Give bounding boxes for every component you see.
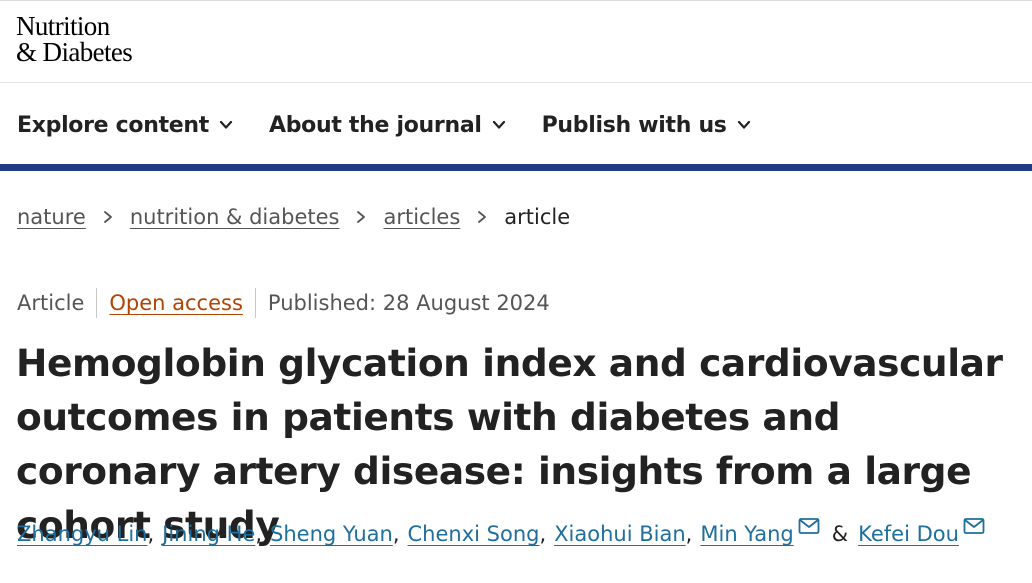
published-date: Published: 28 August 2024 xyxy=(267,291,550,315)
author-list: Zhangyu Lin, Jining He, Sheng Yuan, Chen… xyxy=(17,518,985,546)
breadcrumb-current: article xyxy=(504,205,571,229)
author-separator: , xyxy=(392,522,400,546)
article-meta: Article Open access Published: 28 August… xyxy=(17,286,550,320)
nav-item-label: Publish with us xyxy=(541,112,727,138)
open-access-link[interactable]: Open access xyxy=(109,291,243,315)
header-divider xyxy=(0,82,1032,83)
nav-publish-with-us[interactable]: Publish with us xyxy=(542,113,751,138)
author-separator: , xyxy=(147,522,155,546)
meta-divider xyxy=(96,288,98,318)
nav-about-the-journal[interactable]: About the journal xyxy=(269,113,506,138)
article-type: Article xyxy=(17,291,85,315)
author-link[interactable]: Chenxi Song xyxy=(407,522,540,546)
author-separator: , xyxy=(685,522,693,546)
author-link[interactable]: Sheng Yuan xyxy=(270,522,393,546)
author-link[interactable]: Xiaohui Bian xyxy=(554,522,686,546)
author-link[interactable]: Jining He xyxy=(162,522,256,546)
nav-rule xyxy=(0,164,1032,171)
envelope-icon[interactable] xyxy=(798,517,820,535)
nav-item-label: About the journal xyxy=(269,112,482,138)
top-border xyxy=(0,0,1032,1)
nav-explore-content[interactable]: Explore content xyxy=(17,113,233,138)
breadcrumb-item-articles[interactable]: articles xyxy=(383,205,461,229)
author-link[interactable]: Min Yang xyxy=(700,522,794,546)
author-connector: & xyxy=(831,522,849,546)
chevron-down-icon xyxy=(492,120,505,129)
journal-logo[interactable]: Nutrition & Diabetes xyxy=(16,11,133,67)
article-title: Hemoglobin glycation index and cardiovas… xyxy=(16,341,1003,547)
breadcrumb-item-nutrition-diabetes[interactable]: nutrition & diabetes xyxy=(129,205,340,229)
envelope-icon[interactable] xyxy=(963,517,985,535)
meta-divider xyxy=(254,288,256,318)
author-link[interactable]: Zhangyu Lin xyxy=(17,522,148,546)
logo-line-2: & Diabetes xyxy=(16,37,133,67)
author-separator: , xyxy=(539,522,547,546)
logo-line-1: Nutrition xyxy=(16,11,110,41)
author-separator: , xyxy=(255,522,263,546)
chevron-right-icon xyxy=(478,211,487,223)
breadcrumb: nature nutrition & diabetes articles art… xyxy=(17,205,570,229)
chevron-right-icon xyxy=(103,211,112,223)
author-link[interactable]: Kefei Dou xyxy=(858,522,959,546)
nav-item-label: Explore content xyxy=(17,112,209,138)
breadcrumb-item-nature[interactable]: nature xyxy=(17,205,86,229)
chevron-down-icon xyxy=(737,120,750,129)
chevron-down-icon xyxy=(219,120,233,129)
chevron-right-icon xyxy=(357,211,366,223)
main-nav: Explore content About the journal Publis… xyxy=(17,108,787,142)
